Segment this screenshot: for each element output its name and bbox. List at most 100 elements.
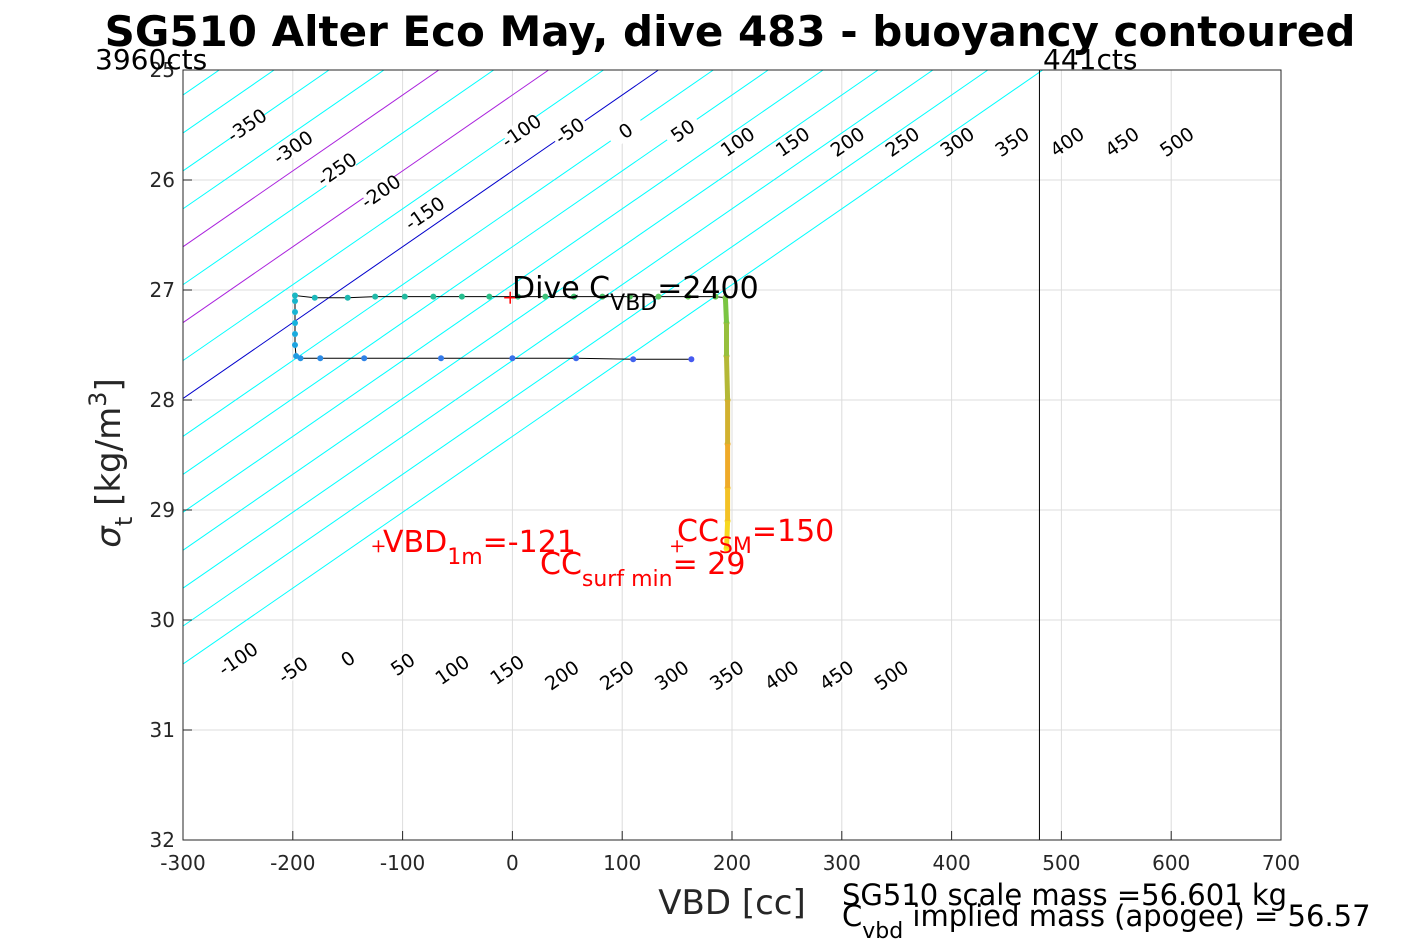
x-tick-label: -100 <box>380 851 425 875</box>
corner-right-counts: 441cts <box>1043 43 1137 76</box>
y-label-sub: t <box>110 517 138 526</box>
contour-line <box>183 70 989 627</box>
red-markers <box>372 291 684 553</box>
dive-point <box>291 342 298 348</box>
contour-label-bg <box>772 123 813 160</box>
contour-line <box>183 70 495 286</box>
dive-point <box>291 298 298 304</box>
dive-point <box>291 320 298 326</box>
contour-line <box>183 70 440 248</box>
contour-line <box>183 70 769 475</box>
contour-label-bg <box>871 657 912 693</box>
contour-line <box>183 70 604 362</box>
y-tick-label: 29 <box>150 498 175 522</box>
dive-point <box>458 293 465 300</box>
x-tick-labels: -300 -200 -100 0 100 200 300 400 500 600 700 <box>160 831 1300 875</box>
contour-label-bg <box>605 112 646 149</box>
contour-label-bg <box>327 640 368 677</box>
x-tick-label: -300 <box>160 851 205 875</box>
contour-label-bg <box>501 112 542 149</box>
contour-label-bg <box>217 640 258 677</box>
contour-label-bg <box>382 646 423 682</box>
contour-label-bg <box>761 657 802 693</box>
y-tick-label: 26 <box>150 168 175 192</box>
dive-point <box>401 293 408 300</box>
x-tick-label: 100 <box>603 851 641 875</box>
x-tick-label: 600 <box>1152 851 1190 875</box>
contour-line <box>183 70 824 513</box>
contour-label-bg <box>1101 123 1142 160</box>
contour-label-bg <box>816 657 857 693</box>
dive-point <box>599 293 606 300</box>
cc-surf-min-annotation: CCsurf min= 29 <box>540 547 745 592</box>
corner-left-counts: 3960cts <box>95 43 207 76</box>
contour-label-bg <box>272 651 313 688</box>
contour-line <box>183 70 1044 665</box>
dive-point <box>291 309 298 315</box>
dive-point <box>372 293 379 300</box>
contour-label-bg <box>549 112 590 149</box>
y-tick-label: 25 <box>150 58 175 82</box>
y-tick-label: 32 <box>150 828 175 852</box>
dive-point <box>291 292 298 299</box>
contour-label-bg <box>226 107 267 143</box>
y-tick-label: 28 <box>150 388 175 412</box>
y-tick-label: 27 <box>150 278 175 302</box>
contour-line <box>183 70 659 400</box>
contour-label-bg <box>316 151 357 187</box>
dive-point <box>655 293 662 300</box>
contour-label-bg <box>432 651 472 688</box>
contour-line <box>183 70 549 324</box>
contour-lines <box>0 70 1044 840</box>
dive-point <box>291 331 298 337</box>
chart-title: SG510 Alter Eco May, dive 483 - buoyancy… <box>105 7 1356 56</box>
contour-label-bg <box>272 129 313 165</box>
contour-label-bg <box>486 651 527 688</box>
contour-label-bg <box>1156 123 1197 160</box>
vbd-1m-annotation: VBD1m=-121 <box>383 525 576 570</box>
x-tick-label: 700 <box>1262 851 1300 875</box>
cc-sm-annotation: CCSM=150 <box>677 514 834 559</box>
y-label-units: [kg/m <box>89 407 129 517</box>
dive-point <box>514 293 521 300</box>
y-label-sigma: σ <box>89 525 129 548</box>
contour-label-bg <box>717 123 758 160</box>
dive-point <box>344 294 351 301</box>
y-label-close: ] <box>89 378 129 391</box>
contour-label-bg <box>882 123 923 160</box>
dive-path <box>291 292 731 552</box>
scale-mass-text: SG510 scale mass =56.601 kg <box>842 878 1287 912</box>
contour-line <box>0 70 164 840</box>
dive-path-thick-segment <box>722 297 730 324</box>
dive-path-thick-segment <box>724 520 731 549</box>
contour-line <box>183 70 879 551</box>
x-tick-label: 400 <box>933 851 971 875</box>
x-tick-label: 200 <box>713 851 751 875</box>
contour-label-bg <box>937 123 978 160</box>
dive-point <box>542 293 549 300</box>
contour-line <box>183 70 385 210</box>
contour-label-bg <box>541 657 582 693</box>
implied-mass-text: Cvbd implied mass (apogee) = 56.57 <box>842 899 1371 944</box>
contour-label-bg <box>360 173 401 209</box>
y-tick-label: 30 <box>150 608 175 632</box>
contour-line <box>183 70 714 438</box>
y-tick-label: 31 <box>150 718 175 742</box>
dive-point <box>712 293 719 300</box>
contour-label-bg <box>706 657 747 693</box>
dive-path-thick-segment <box>724 355 731 401</box>
dive-point <box>626 293 633 300</box>
x-axis-label: VBD [cc] <box>658 883 806 923</box>
contour-label-bg <box>827 123 868 160</box>
contour-label-bg <box>596 657 637 693</box>
dive-point <box>630 356 637 363</box>
x-tick-label: 500 <box>1042 851 1080 875</box>
y-tick-labels: 25 26 27 28 29 30 31 32 <box>150 58 192 852</box>
x-tick-label: 0 <box>506 851 519 875</box>
dive-point <box>570 293 577 300</box>
dive-point <box>573 355 580 362</box>
contour-label-bg <box>651 657 692 693</box>
dive-point <box>361 355 368 362</box>
dive-c-vbd-annotation: Dive CVBD=2400 <box>512 271 759 316</box>
